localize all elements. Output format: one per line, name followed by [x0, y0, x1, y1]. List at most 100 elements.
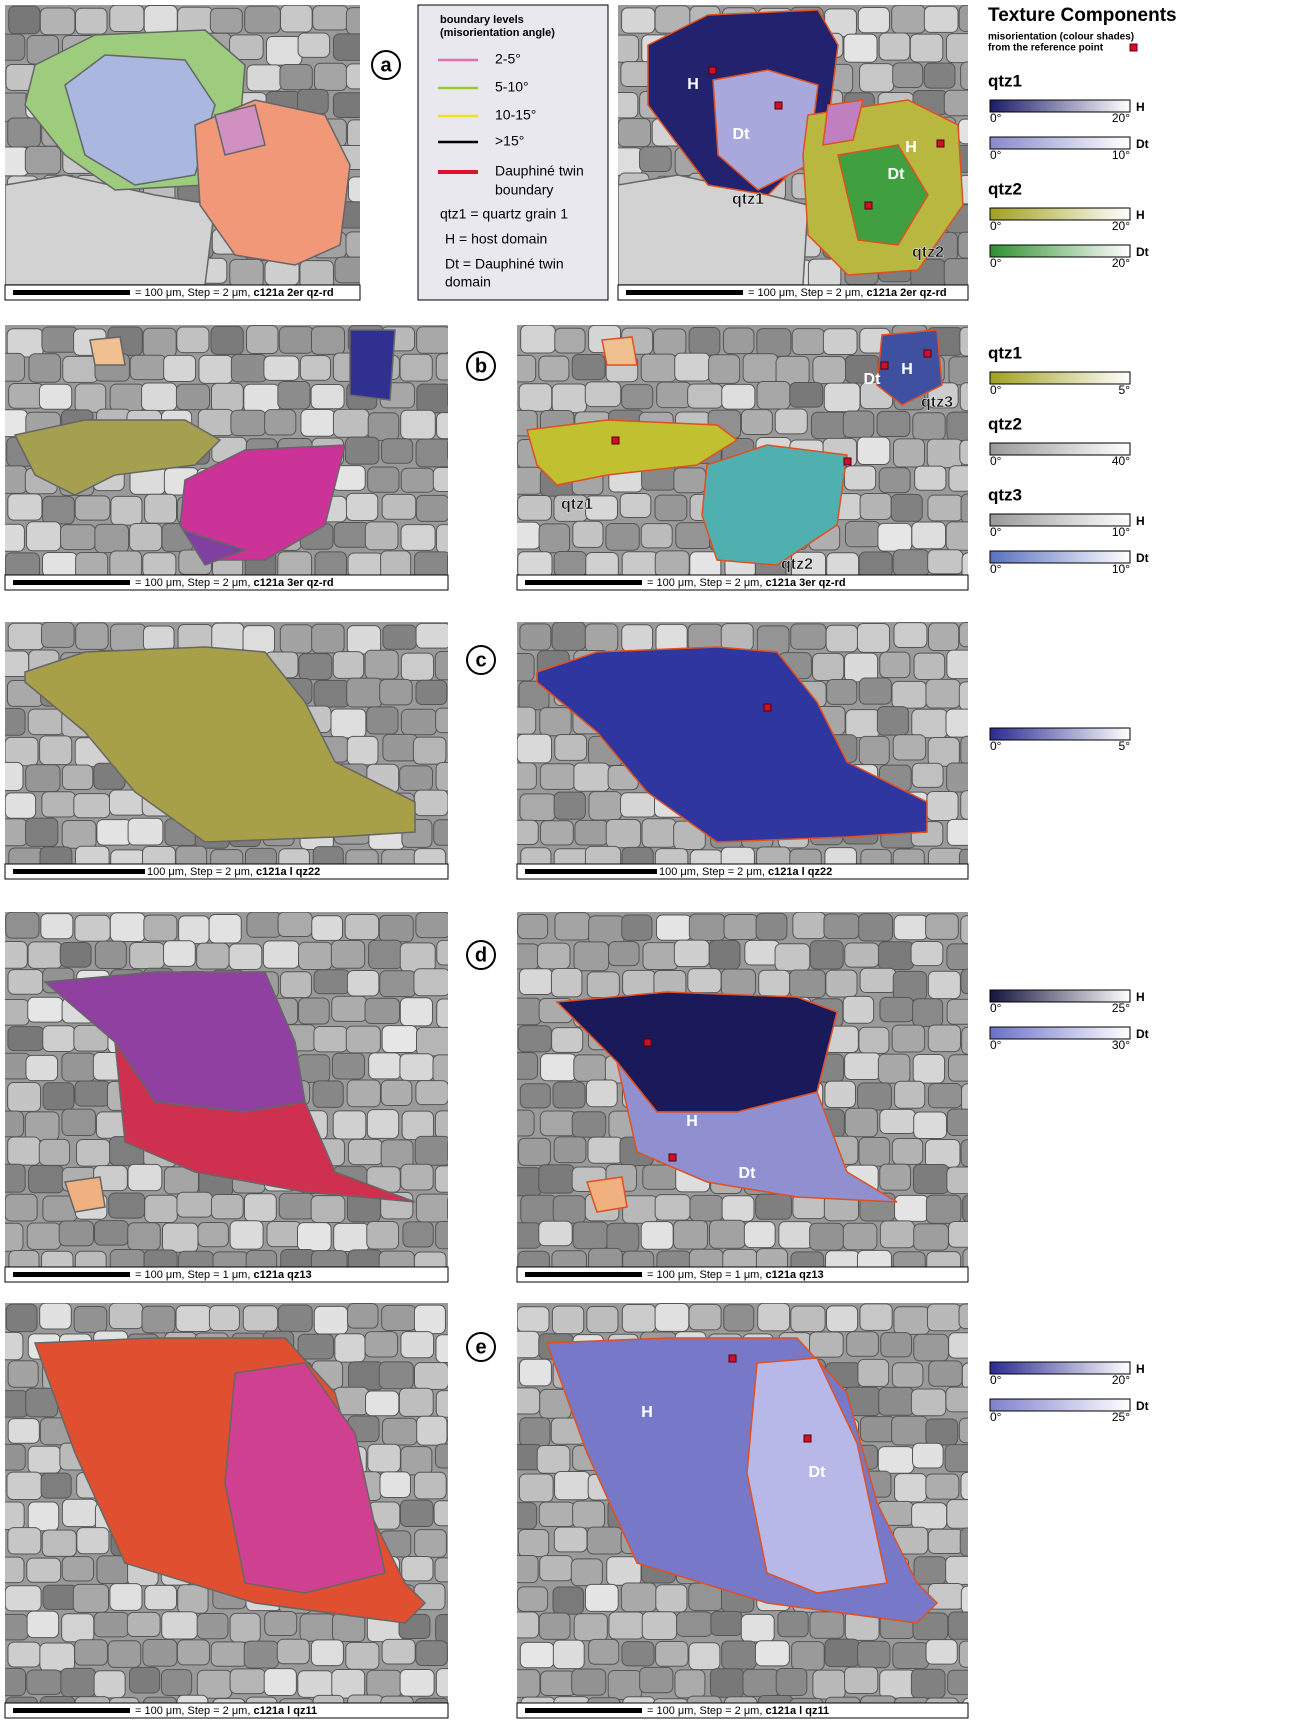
grain: [607, 1223, 639, 1251]
grain: [756, 1194, 792, 1219]
grain: [8, 494, 42, 520]
grain: [401, 1447, 432, 1475]
grain: [895, 1474, 927, 1502]
texture-subtitle: misorientation (colour shades): [988, 32, 1134, 43]
grain: [928, 971, 960, 998]
grain: [756, 913, 787, 940]
grain: [962, 1363, 992, 1389]
grain: [825, 1081, 856, 1107]
grain: [42, 622, 75, 647]
grain: [448, 494, 481, 523]
grain: [606, 35, 639, 62]
caption: = 100 μm, Step = 1 μm, c121a qz13: [135, 1269, 312, 1281]
grain: [332, 1053, 364, 1079]
map-label: H: [687, 76, 699, 93]
map-label: Dt: [864, 371, 882, 388]
grain: [108, 1641, 141, 1668]
grain: [27, 1558, 61, 1582]
grain: [381, 1080, 412, 1105]
grain: [448, 1194, 481, 1223]
grain: [505, 944, 540, 969]
grain: [263, 941, 299, 968]
grain: [775, 944, 810, 971]
reference-point-icon: [1130, 44, 1137, 51]
grain: [450, 969, 481, 996]
grain: [62, 1614, 94, 1642]
caption-sample: c121a l qz11: [253, 1705, 317, 1717]
grain: [928, 1529, 963, 1553]
grain: [365, 650, 398, 679]
grain: [859, 678, 891, 704]
grain: [39, 1139, 69, 1165]
grain: [961, 916, 993, 944]
grain: [176, 1306, 211, 1332]
grain: [878, 942, 913, 970]
grain: [655, 551, 689, 577]
grain: [926, 1195, 961, 1223]
grain: [573, 521, 603, 547]
grain: [0, 353, 24, 381]
scale-min: 0°: [990, 562, 1002, 576]
grain: [860, 1304, 892, 1330]
grain: [689, 914, 725, 941]
grain: [346, 8, 382, 35]
grain: [813, 357, 846, 384]
grain: [447, 1416, 483, 1444]
grain: [555, 913, 590, 940]
grain: [912, 522, 946, 549]
grain: [265, 1612, 297, 1636]
grain: [507, 1670, 540, 1698]
grain: [230, 1613, 260, 1642]
grain: [587, 1527, 622, 1554]
grain: [62, 1499, 97, 1526]
grain: [554, 1137, 586, 1163]
grain: [947, 1109, 979, 1135]
map-label: qtz1: [732, 191, 764, 208]
grain: [710, 1669, 744, 1698]
grain: [519, 1138, 551, 1165]
grain: [893, 971, 926, 1000]
grain: [507, 1223, 541, 1248]
reference-point: [775, 102, 782, 109]
grain: [333, 652, 363, 679]
grain: [913, 1164, 948, 1193]
grain: [450, 850, 485, 876]
grain: [382, 1026, 417, 1053]
grain: [914, 1334, 949, 1361]
colour-scale: [990, 100, 1130, 112]
panel-letter: a: [380, 54, 392, 76]
grain: [400, 1054, 434, 1081]
grain: [894, 623, 927, 648]
grain: [655, 1195, 690, 1221]
grain: [895, 1081, 925, 1108]
map-panel: [0, 325, 485, 581]
reference-point: [804, 1435, 811, 1442]
grain: [244, 1641, 278, 1668]
grain: [741, 410, 772, 435]
grain: [380, 1472, 410, 1498]
grain: [382, 1639, 415, 1664]
colour-scale: [990, 1362, 1130, 1374]
grain: [573, 1222, 608, 1249]
grain: [810, 1612, 844, 1638]
panel-letter: c: [475, 649, 486, 671]
grain: [504, 654, 534, 681]
grain: [540, 764, 575, 790]
grain: [416, 912, 451, 937]
colour-scale: [990, 137, 1130, 149]
grain: [621, 793, 656, 817]
grain: [572, 1669, 606, 1695]
grain: [507, 1168, 542, 1196]
grain: [958, 232, 991, 258]
grain: [674, 468, 706, 493]
grain: [433, 467, 465, 491]
grain: [573, 1501, 605, 1528]
grain: [414, 1472, 446, 1499]
grain: [42, 1530, 76, 1556]
grain: [641, 524, 672, 548]
map-label: Dt: [739, 1165, 757, 1182]
grain: [674, 940, 709, 967]
grain: [348, 177, 380, 202]
grain: [539, 356, 569, 381]
definition: Dt = Dauphiné twin: [445, 256, 564, 272]
